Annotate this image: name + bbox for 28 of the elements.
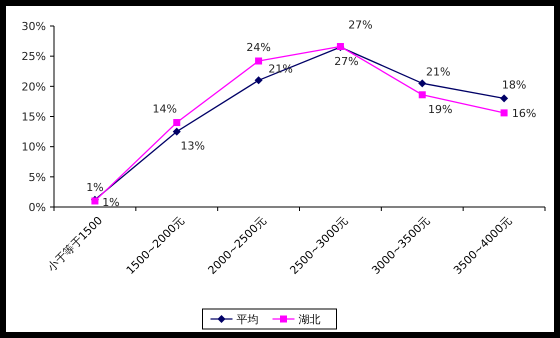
- data-label: 19%: [428, 102, 452, 116]
- point: [500, 94, 508, 102]
- y-tick-label: 5%: [28, 170, 46, 184]
- data-label: 18%: [502, 78, 526, 92]
- point: [255, 57, 262, 64]
- y-tick-label: 25%: [22, 50, 46, 64]
- data-label: 27%: [348, 18, 373, 32]
- data-label: 1%: [102, 196, 120, 209]
- data-label: 13%: [180, 140, 205, 153]
- point: [500, 109, 508, 116]
- data-label: 1%: [86, 180, 104, 194]
- point: [418, 91, 426, 98]
- y-tick-label: 0%: [28, 201, 46, 214]
- y-tick-label: 20%: [22, 80, 46, 94]
- y-tick-label: 15%: [22, 110, 46, 124]
- legend-label: 平均: [236, 313, 258, 326]
- point: [254, 76, 263, 84]
- y-tick-label: 30%: [22, 20, 46, 33]
- data-label: 27%: [334, 55, 359, 68]
- data-label: 24%: [246, 40, 271, 54]
- point: [172, 128, 181, 136]
- point: [418, 79, 426, 88]
- legend-label: 湖北: [298, 313, 320, 326]
- y-tick-label: 10%: [22, 140, 46, 154]
- data-label: 14%: [152, 102, 177, 116]
- data-label: 16%: [512, 106, 536, 120]
- point: [173, 119, 180, 126]
- data-label: 21%: [426, 65, 450, 78]
